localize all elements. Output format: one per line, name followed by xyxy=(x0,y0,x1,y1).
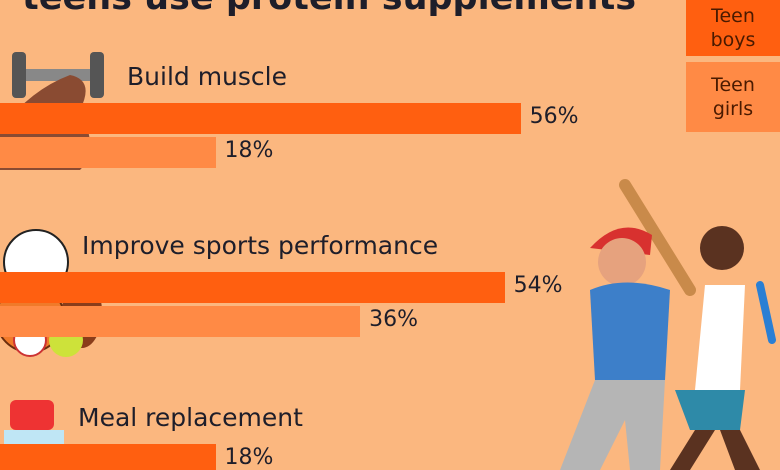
bar xyxy=(0,305,361,337)
data-label: 18% xyxy=(224,445,274,470)
bar xyxy=(0,102,521,134)
legend-label: Teen girls xyxy=(711,74,755,120)
data-label: 18% xyxy=(224,138,274,163)
bar xyxy=(0,271,505,303)
category-label: Meal replacement xyxy=(78,403,303,432)
legend-item: Teen boys xyxy=(686,0,780,56)
legend-item: Teen girls xyxy=(686,62,780,132)
chart-title: teens use protein supplements xyxy=(22,0,636,18)
data-label: 54% xyxy=(513,273,563,298)
data-label: 56% xyxy=(529,104,579,129)
bar xyxy=(0,443,216,470)
legend-label: Teen boys xyxy=(710,5,756,51)
category-label: Build muscle xyxy=(127,62,287,91)
bar xyxy=(0,136,216,168)
category-label: Improve sports performance xyxy=(82,231,439,260)
data-label: 36% xyxy=(369,307,418,332)
athletes-illustration xyxy=(560,179,776,470)
